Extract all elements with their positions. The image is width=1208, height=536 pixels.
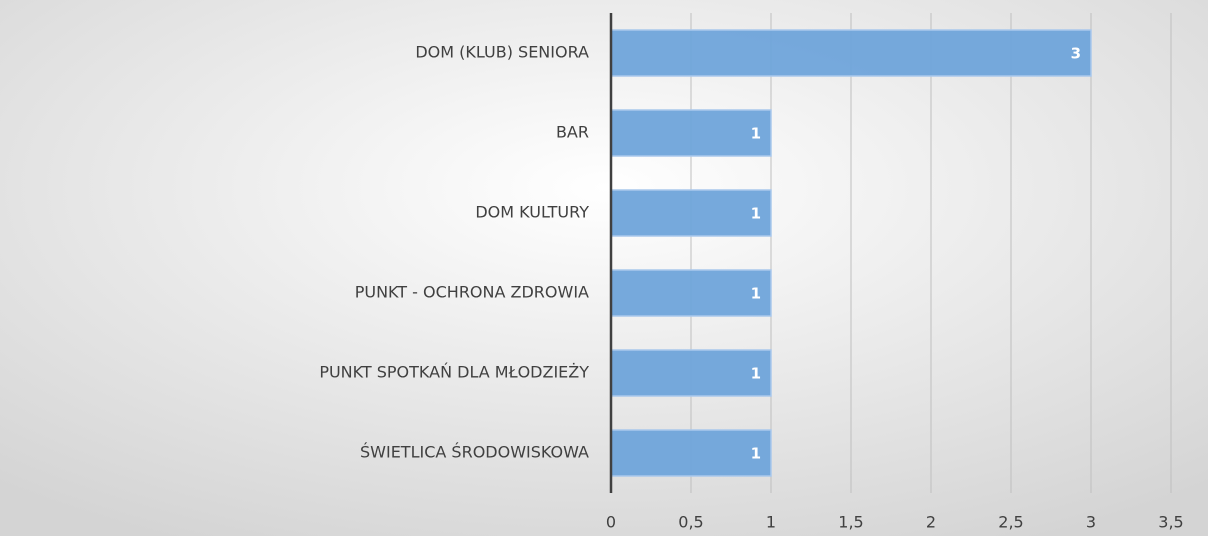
- bar: [610, 189, 772, 237]
- bar: [610, 109, 772, 157]
- bar: [610, 349, 772, 397]
- data-label: 1: [751, 445, 761, 463]
- x-tick-label: 1,5: [838, 513, 863, 532]
- y-tick-label: PUNKT - OCHRONA ZDROWIA: [355, 283, 589, 302]
- x-tick-label: 2: [926, 513, 936, 532]
- x-tick-label: 0,5: [678, 513, 703, 532]
- x-tick-label: 2,5: [998, 513, 1023, 532]
- data-label: 1: [751, 125, 761, 143]
- data-label: 1: [751, 285, 761, 303]
- y-tick-label: DOM KULTURY: [475, 203, 589, 222]
- data-label: 1: [751, 365, 761, 383]
- y-tick-label: BAR: [556, 123, 589, 142]
- x-tick-label: 3: [1086, 513, 1096, 532]
- x-tick-label: 3,5: [1158, 513, 1183, 532]
- bar: [610, 269, 772, 317]
- y-tick-label: ŚWIETLICA ŚRODOWISKOWA: [360, 443, 589, 462]
- bar: [610, 429, 772, 477]
- bar: [610, 29, 1092, 77]
- y-tick-label: PUNKT SPOTKAŃ DLA MŁODZIEŻY: [319, 363, 589, 382]
- x-tick-label: 0: [606, 513, 616, 532]
- y-tick-label: DOM (KLUB) SENIORA: [415, 43, 589, 62]
- x-tick-label: 1: [766, 513, 776, 532]
- data-label: 3: [1071, 45, 1081, 63]
- data-label: 1: [751, 205, 761, 223]
